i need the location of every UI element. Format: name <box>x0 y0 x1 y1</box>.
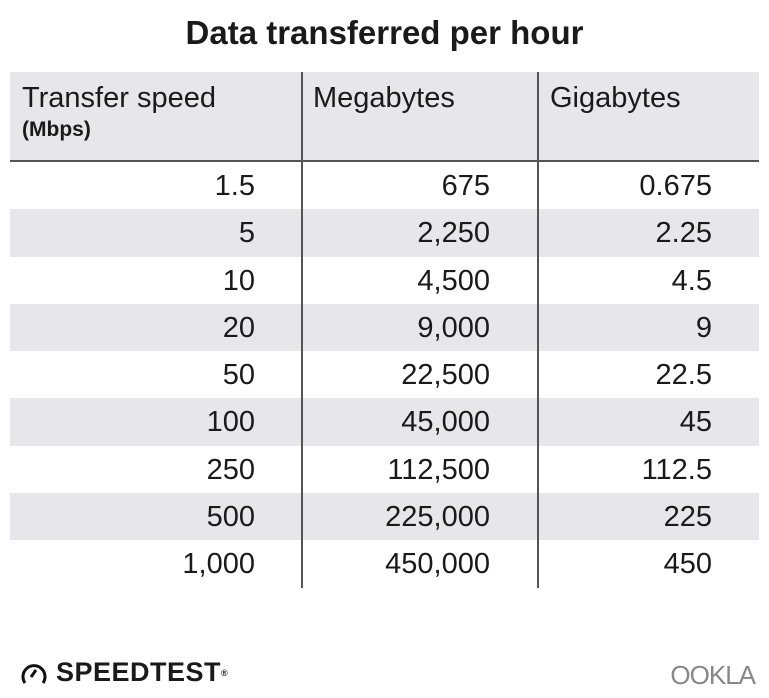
speedometer-icon <box>21 663 47 684</box>
table-row: 500 225,000 225 <box>10 493 759 541</box>
column-divider <box>301 72 303 588</box>
data-table: Transfer speed (Mbps) Megabytes Gigabyte… <box>10 72 759 588</box>
cell-megabytes: 675 <box>441 170 490 202</box>
cell-speed: 100 <box>206 406 255 439</box>
header-speed: Transfer speed <box>22 82 216 114</box>
cell-gigabytes: 9 <box>695 311 712 344</box>
table-row: 100 45,000 45 <box>10 398 759 446</box>
cell-gigabytes: 112.5 <box>641 453 712 486</box>
table-row: 250 112,500 112.5 <box>10 446 759 493</box>
table-row: 1.5 675 0.675 <box>10 162 759 209</box>
header-megabytes: Megabytes <box>313 82 455 114</box>
speedtest-logo: SPEEDTEST ® <box>20 657 228 688</box>
cell-megabytes: 4,500 <box>417 264 490 297</box>
cell-speed: 1.5 <box>214 170 255 202</box>
cell-megabytes: 9,000 <box>417 311 490 344</box>
cell-gigabytes: 45 <box>679 406 712 439</box>
cell-megabytes: 225,000 <box>385 501 490 534</box>
cell-megabytes: 112,500 <box>387 453 490 486</box>
cell-megabytes: 22,500 <box>401 359 490 392</box>
cell-gigabytes: 2.25 <box>655 217 712 250</box>
page-title: Data transferred per hour <box>185 14 584 51</box>
cell-speed: 500 <box>206 501 255 534</box>
table-row: 50 22,500 22.5 <box>10 351 759 398</box>
cell-gigabytes: 4.5 <box>671 264 712 297</box>
cell-speed: 10 <box>222 264 255 297</box>
cell-megabytes: 2,250 <box>417 217 490 250</box>
header-gigabytes: Gigabytes <box>550 82 681 114</box>
cell-megabytes: 45,000 <box>401 406 490 439</box>
ookla-logo: OOKLA <box>670 660 756 690</box>
header-speed-unit: (Mbps) <box>22 118 91 141</box>
table-header: Transfer speed (Mbps) Megabytes Gigabyte… <box>10 72 759 162</box>
cell-gigabytes: 22.5 <box>655 359 712 392</box>
cell-gigabytes: 450 <box>663 548 712 581</box>
table-row: 10 4,500 4.5 <box>10 257 759 304</box>
cell-speed: 50 <box>222 359 255 392</box>
column-divider <box>537 72 539 588</box>
table-row: 20 9,000 9 <box>10 303 759 352</box>
table-row: 5 2,250 2.25 <box>10 209 759 257</box>
cell-gigabytes: 225 <box>663 501 712 534</box>
cell-speed: 1,000 <box>182 548 255 581</box>
cell-speed: 20 <box>222 311 255 344</box>
cell-speed: 250 <box>206 453 255 486</box>
table-row: 1,000 450,000 450 <box>10 540 759 587</box>
cell-speed: 5 <box>238 217 255 250</box>
cell-megabytes: 450,000 <box>385 548 490 581</box>
cell-gigabytes: 0.675 <box>639 170 712 202</box>
